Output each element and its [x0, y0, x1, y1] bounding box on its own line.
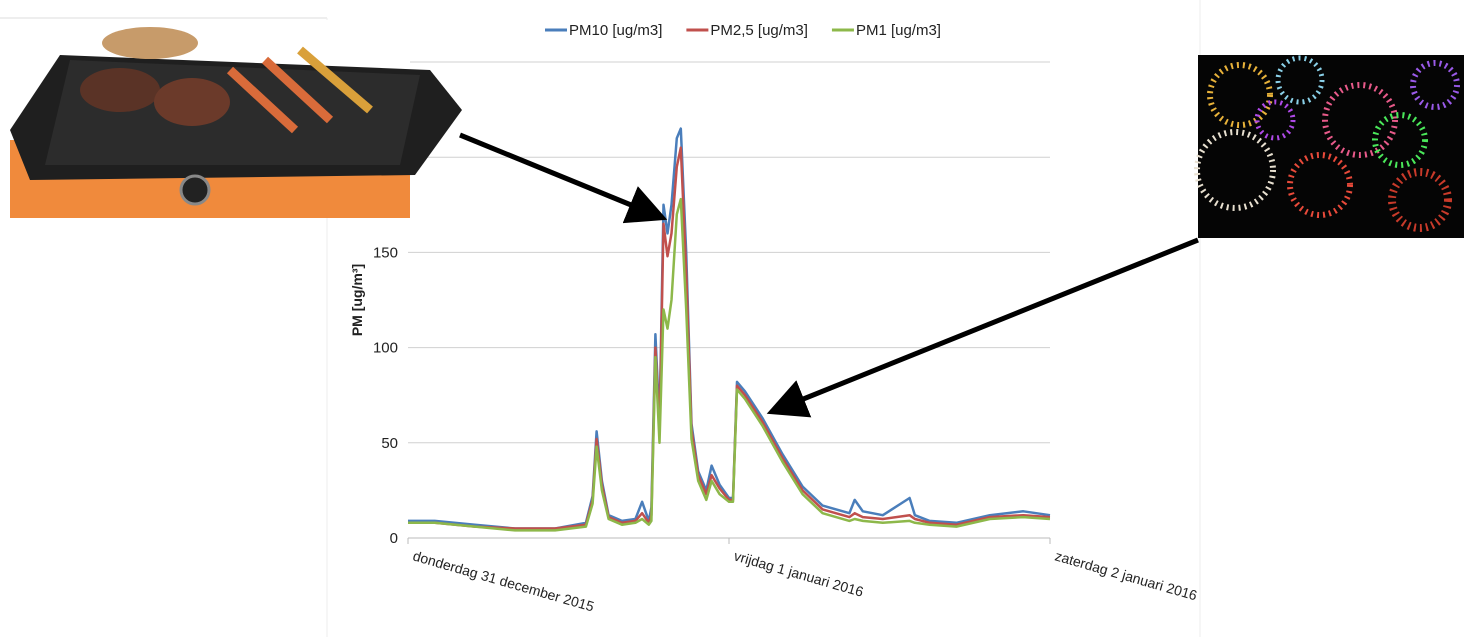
x-tick-label: zaterdag 2 januari 2016 — [1053, 548, 1199, 604]
legend: PM10 [ug/m3] PM2,5 [ug/m3] PM1 [ug/m3] — [545, 22, 941, 39]
series-line — [408, 127, 1051, 530]
x-tick-label: vrijdag 1 januari 2016 — [732, 548, 865, 600]
y-tick-label: 100 — [373, 340, 398, 357]
x-tick-label: donderdag 31 december 2015 — [411, 548, 596, 615]
arrow — [766, 237, 1199, 418]
y-tick-label: 150 — [373, 244, 398, 261]
y-tick-label: 0 — [390, 530, 398, 547]
grill-image — [0, 20, 462, 218]
plot-area: 050100150200250donderdag 31 december 201… — [373, 54, 1199, 615]
arrow — [459, 132, 668, 224]
legend-label: PM1 [ug/m3] — [856, 22, 941, 39]
legend-label: PM10 [ug/m3] — [569, 22, 662, 39]
y-tick-label: 50 — [381, 435, 398, 452]
fireworks-image — [1194, 55, 1464, 238]
y-axis-title: PM [ug/m³] — [349, 264, 365, 336]
series-line — [408, 197, 1051, 532]
legend-label: PM2,5 [ug/m3] — [710, 22, 808, 39]
